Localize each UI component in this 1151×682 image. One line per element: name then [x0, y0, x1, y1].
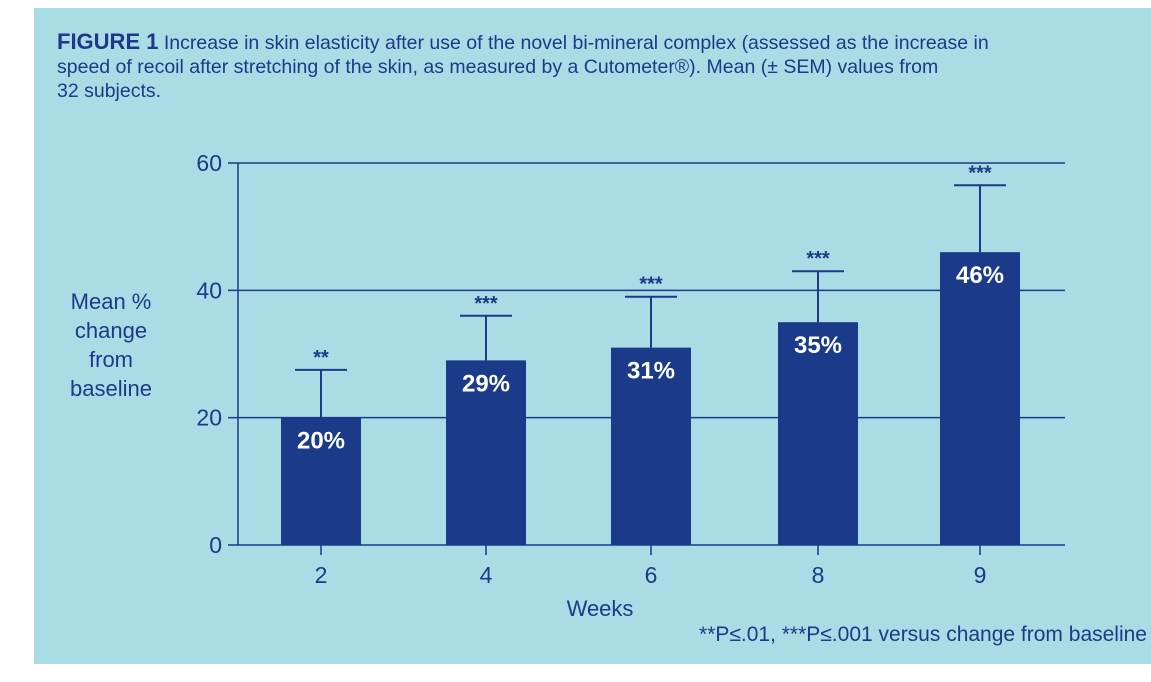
- y-axis-label-line: baseline: [70, 376, 152, 401]
- y-axis-label-line: change: [75, 318, 147, 343]
- x-tick-label: 6: [645, 562, 658, 588]
- y-axis-label-line: Mean %: [71, 289, 152, 314]
- figure-label: FIGURE 1: [57, 29, 159, 54]
- data-label: 35%: [794, 332, 842, 359]
- bar: [611, 347, 691, 545]
- bar: [281, 417, 361, 545]
- axes: 0 20 40 60 2 4 6 8 9: [196, 150, 1065, 588]
- bar: [940, 252, 1020, 545]
- x-tick-label: 4: [480, 562, 493, 588]
- data-label: 46%: [956, 262, 1004, 289]
- x-axis-label: Weeks: [567, 596, 634, 621]
- bar: [778, 322, 858, 545]
- significance-marker: ***: [968, 162, 992, 184]
- x-tick-label: 9: [974, 562, 987, 588]
- x-tick-label: 2: [315, 562, 328, 588]
- figure-caption: FIGURE 1 Increase in skin elasticity aft…: [57, 30, 1147, 103]
- y-axis-label: Mean % change from baseline: [70, 289, 152, 401]
- y-axis-label-line: from: [89, 347, 133, 372]
- x-tick-label: 8: [812, 562, 825, 588]
- data-label: 31%: [627, 358, 675, 385]
- significance-marker: ***: [806, 248, 830, 270]
- significance-footnote: **P≤.01, ***P≤.001 versus change from ba…: [699, 623, 1147, 646]
- significance-marker: ***: [639, 274, 663, 296]
- caption-text: Increase in skin elasticity after use of…: [57, 32, 989, 102]
- y-tick-label: 60: [196, 150, 222, 176]
- bars: 20% ** 29% *** 31% *** 35% *** 46% ***: [281, 162, 1020, 545]
- y-tick-label: 0: [209, 532, 222, 558]
- significance-marker: ***: [474, 293, 498, 315]
- significance-marker: **: [313, 347, 329, 369]
- y-tick-label: 40: [196, 277, 222, 303]
- data-label: 29%: [462, 370, 510, 397]
- data-label: 20%: [297, 428, 345, 455]
- bar: [446, 360, 526, 545]
- y-tick-label: 20: [196, 405, 222, 431]
